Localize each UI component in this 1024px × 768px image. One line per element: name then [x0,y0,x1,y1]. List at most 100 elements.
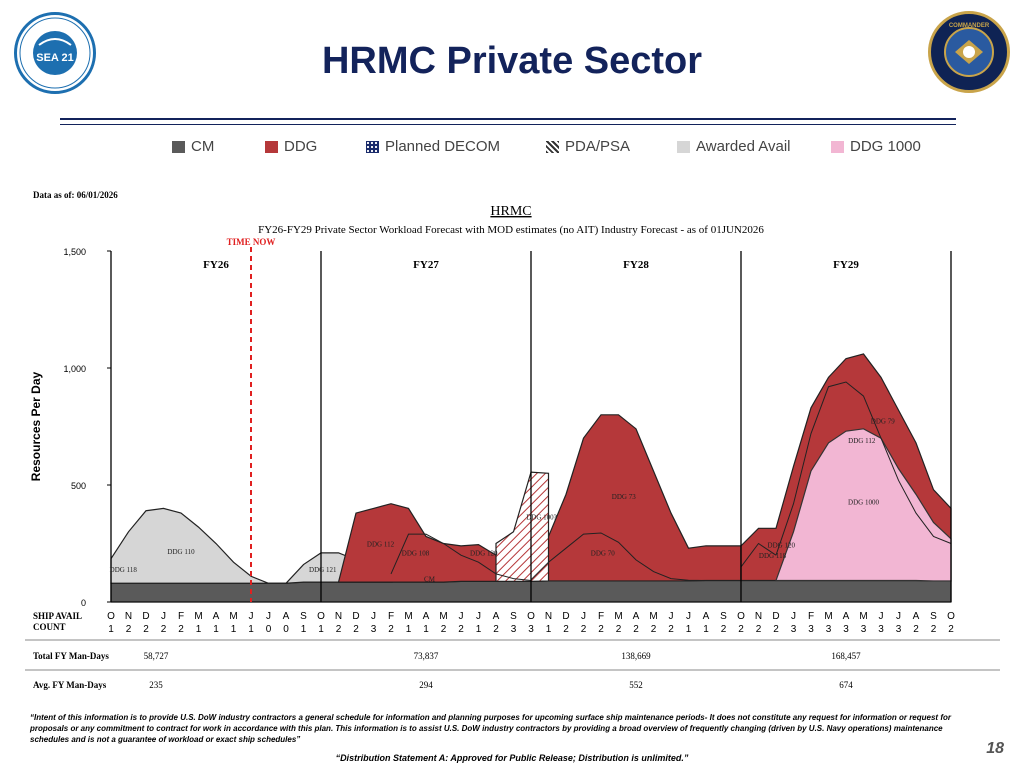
legend-swatch-ddg-1000 [831,140,844,153]
chart-title: HRMC [490,204,531,219]
ship-avail-count-value: 1 [423,624,429,635]
ship-annotation: DDG 118 [759,552,787,560]
x-tick-label: O [527,611,535,622]
x-tick-label: J [581,611,586,622]
ddg-contour-line [530,532,707,581]
avg-man-days-value: 552 [629,680,643,690]
legend-item-planned-decom: Planned DECOM [366,138,500,155]
legend-label-ddg: DDG [284,138,318,155]
ddg-contour-line [390,533,532,581]
avg-man-days-value: 674 [839,680,853,690]
x-tick-label: D [142,611,149,622]
x-tick-label: O [947,611,955,622]
ddg-contour-line [775,381,952,556]
ship-avail-count-value: 3 [861,624,867,635]
ship-avail-count-value: 0 [266,624,272,635]
ship-avail-count-value: 1 [318,624,324,635]
x-tick-label: J [791,611,796,622]
avg-man-days-value: 235 [149,680,163,690]
legend-swatch-pda-psa [546,140,559,153]
legend-item-ddg-1000: DDG 1000 [831,138,921,155]
ship-annotation: DDG 100? [526,513,557,521]
x-tick-label: O [107,611,115,622]
series-awarded-avail-area [110,507,286,584]
distribution-statement: “Distribution Statement A: Approved for … [335,753,689,763]
ship-avail-count-value: 3 [843,624,849,635]
ship-avail-count-value: 1 [248,624,254,635]
x-tick-label: F [598,611,604,622]
x-tick-label: M [859,611,867,622]
legend-label-ddg-1000: DDG 1000 [850,138,921,155]
x-tick-label: D [562,611,569,622]
ship-avail-count-value: 2 [598,624,604,635]
ship-avail-count-value: 3 [511,624,517,635]
x-tick-label: M [194,611,202,622]
ship-annotation: DDG 110 [167,548,195,556]
series-pda-psa-area [495,471,550,583]
ship-annotation: DDG 112 [848,437,876,445]
data-as-of: Data as of: 06/01/2026 [33,190,118,200]
ship-avail-count-value: 2 [738,624,744,635]
ship-avail-count-value: 2 [581,624,587,635]
ship-annotation: DDG 121 [309,566,337,574]
legend-label-cm: CM [191,138,215,155]
legend-swatch-ddg [265,140,278,153]
x-tick-label: N [125,611,132,622]
ship-avail-count-value: 1 [301,624,307,635]
x-tick-label: J [161,611,166,622]
x-tick-label: S [930,611,937,622]
time-now-label: TIME NOW [227,237,276,247]
x-tick-label: J [879,611,884,622]
x-tick-label: S [720,611,727,622]
ship-avail-count-value: 2 [178,624,184,635]
total-man-days-value: 138,669 [621,651,651,661]
ship-avail-count-value: 2 [756,624,762,635]
x-tick-label: O [737,611,745,622]
x-tick-label: F [388,611,394,622]
x-tick-label: F [808,611,814,622]
x-tick-label: M [824,611,832,622]
ship-avail-count-value: 2 [388,624,394,635]
x-tick-label: J [896,611,901,622]
commander-seal-logo: COMMANDER [928,11,1010,93]
sea21-logo: SEA 21 [14,12,96,94]
legend-label-pda-psa: PDA/PSA [565,138,631,155]
total-man-days-value: 58,727 [144,651,169,661]
y-axis-label: Resources Per Day [29,371,43,481]
ship-avail-count-label: SHIP AVAIL [33,611,82,621]
ship-avail-count-value: 1 [703,624,709,635]
ship-avail-count-value: 1 [196,624,202,635]
x-tick-label: A [493,611,500,622]
x-tick-label: N [755,611,762,622]
x-tick-label: A [423,611,430,622]
ship-annotation: DDG 108 [402,550,430,558]
legend-item-awarded-avail: Awarded Avail [677,138,791,155]
total-man-days-value: 168,457 [831,651,861,661]
x-tick-label: J [249,611,254,622]
ship-annotation: DDG 120 [768,542,796,550]
page-title: HRMC Private Sector [321,40,703,82]
ship-avail-count-value: 1 [476,624,482,635]
x-tick-label: M [404,611,412,622]
legend-item-cm: CM [172,138,214,155]
x-tick-label: A [283,611,290,622]
ship-avail-count-value: 0 [283,624,289,635]
x-tick-label: J [669,611,674,622]
legend-item-pda-psa: PDA/PSA [546,138,630,155]
ship-avail-count-value: 3 [896,624,902,635]
ship-avail-count-value: 2 [161,624,167,635]
x-tick-label: D [352,611,359,622]
commander-seal-text: COMMANDER [949,23,990,29]
title-divider-bottom [60,124,956,125]
ship-avail-count-value: 2 [931,624,937,635]
y-tick-label: 1,500 [63,247,86,257]
ship-avail-count-value: 2 [493,624,499,635]
legend-swatch-awarded-avail [677,140,690,153]
x-tick-label: O [317,611,325,622]
chart-subtitle: FY26-FY29 Private Sector Workload Foreca… [258,224,764,236]
x-tick-label: J [459,611,464,622]
ship-avail-count-value: 2 [616,624,622,635]
ship-avail-count-value: 2 [336,624,342,635]
x-tick-label: J [371,611,376,622]
ship-avail-count-value: 2 [633,624,639,635]
